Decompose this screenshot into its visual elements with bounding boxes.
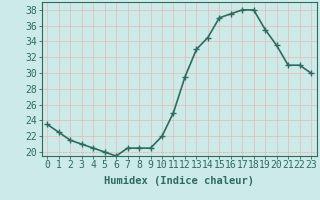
X-axis label: Humidex (Indice chaleur): Humidex (Indice chaleur) xyxy=(104,176,254,186)
